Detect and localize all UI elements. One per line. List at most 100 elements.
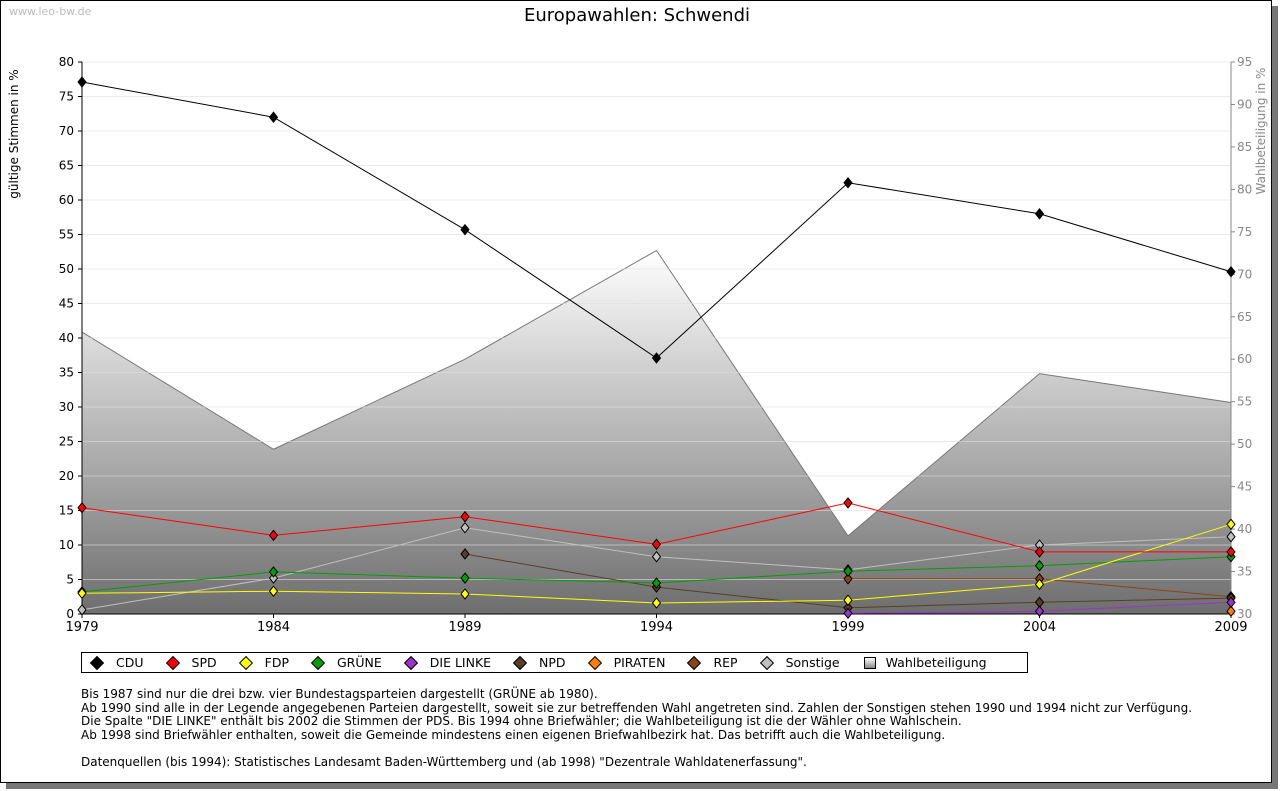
- legend-item: DIE LINKE: [403, 655, 492, 670]
- data-point: [77, 501, 87, 514]
- y-tick-label: 35: [59, 366, 74, 380]
- note-line: Die Spalte "DIE LINKE" enthält bis 2002 …: [81, 714, 962, 728]
- notes: Bis 1987 sind nur die drei bzw. vier Bun…: [81, 687, 1193, 769]
- legend-item: SPD: [165, 655, 217, 670]
- y2-tick-label: 55: [1237, 395, 1252, 409]
- legend-marker: [587, 655, 602, 670]
- y-tick-label: 45: [59, 297, 74, 311]
- y-tick-label: 60: [59, 193, 74, 207]
- data-point: [1034, 578, 1045, 591]
- legend-item: NPD: [512, 655, 566, 670]
- data-point: [1226, 530, 1236, 543]
- legend-label: SPD: [191, 655, 217, 670]
- data-point: [460, 223, 470, 236]
- legend-label: CDU: [116, 655, 144, 670]
- x-tick-label: 1989: [448, 620, 481, 635]
- x-tick-label: 1984: [257, 620, 290, 635]
- y-tick-label: 15: [59, 504, 74, 518]
- legend-label: Wahlbeteiligung: [885, 655, 987, 670]
- y2-tick-label: 75: [1237, 225, 1252, 239]
- legend-item: GRÜNE: [310, 655, 382, 670]
- legend-label: PIRATEN: [613, 655, 666, 670]
- data-point: [843, 573, 853, 585]
- data-point: [268, 585, 279, 598]
- y2-tick-label: 70: [1237, 267, 1252, 281]
- chart-title: Europawahlen: Schwendi: [523, 5, 751, 26]
- y2-tick-label: 40: [1237, 522, 1252, 536]
- data-point: [651, 352, 662, 364]
- data-point: [1226, 265, 1236, 278]
- note-line: Ab 1998 sind Briefwähler enthalten, sowe…: [81, 727, 946, 742]
- y-tick-label: 10: [59, 538, 74, 552]
- legend-label: FDP: [264, 655, 289, 670]
- data-point: [460, 588, 470, 600]
- x-tick-label: 1994: [640, 620, 673, 635]
- y2-tick-label: 95: [1237, 55, 1252, 69]
- legend-item: CDU: [89, 655, 144, 670]
- note-line: [81, 742, 1192, 756]
- legend-item: REP: [687, 655, 738, 670]
- legend-marker: [687, 655, 702, 670]
- data-point: [1226, 546, 1236, 558]
- wahlbeteiligung-area: [82, 250, 1231, 614]
- data-point: [268, 111, 279, 124]
- x-tick-label: 1999: [831, 620, 864, 635]
- y2-tick-label: 85: [1237, 140, 1252, 154]
- y2-tick-label: 45: [1237, 480, 1252, 494]
- y2-tick-label: 60: [1237, 352, 1252, 366]
- legend-item: PIRATEN: [587, 655, 666, 670]
- y2-axis-label: Wahlbeteiligung in %: [1254, 68, 1268, 195]
- y-tick-label: 25: [59, 435, 74, 449]
- legend-marker: [403, 655, 418, 670]
- y2-tick-label: 90: [1237, 97, 1252, 111]
- data-point: [843, 607, 853, 620]
- data-point: [77, 604, 87, 616]
- legend-label: DIE LINKE: [429, 655, 492, 670]
- legend-label: GRÜNE: [336, 655, 382, 670]
- legend-item: FDP: [238, 655, 289, 670]
- data-point: [1034, 546, 1045, 558]
- data-point: [843, 497, 853, 509]
- watermark: www.leo-bw.de: [9, 5, 92, 18]
- data-point: [1034, 559, 1045, 572]
- note-line: Bis 1987 sind nur die drei bzw. vier Bun…: [81, 687, 598, 701]
- data-point: [651, 577, 662, 589]
- y2-tick-label: 35: [1237, 565, 1252, 579]
- legend-item: Sonstige: [759, 655, 840, 670]
- data-point: [1226, 518, 1236, 531]
- data-point: [1226, 605, 1236, 618]
- chart-svg: 0 5 10 15 20 25 30 35 40 45 50 55 60 65 70 75 80 30 35 40 45…: [7, 55, 1268, 635]
- legend-item: Wahlbeteiligung: [863, 655, 987, 670]
- legend-label: Sonstige: [785, 655, 840, 670]
- y-tick-label: 5: [66, 573, 74, 587]
- legend-marker: [89, 655, 105, 670]
- data-point: [268, 566, 279, 578]
- data-point: [77, 587, 87, 600]
- y-tick-label: 50: [59, 262, 74, 276]
- data-point: [651, 538, 662, 551]
- y-tick-label: 65: [59, 159, 74, 173]
- y2-tick-label: 50: [1237, 437, 1252, 451]
- legend-marker: [310, 655, 326, 670]
- legend-label: REP: [713, 655, 738, 670]
- legend-marker: [165, 655, 180, 670]
- data-point: [1226, 596, 1236, 609]
- legend-marker: [863, 656, 876, 669]
- data-point: [460, 521, 470, 534]
- data-point: [651, 550, 662, 563]
- x-tick-label: 1979: [65, 620, 98, 635]
- data-point: [268, 529, 279, 542]
- data-point: [460, 572, 470, 584]
- wahlbeteiligung-line: [81, 249, 1232, 537]
- data-point: [843, 594, 853, 607]
- legend: CDU SPD FDP GRÜNE DIE LINKE NPD PIRATEN REP Sons…: [81, 652, 1028, 673]
- y2-tick-label: 80: [1237, 182, 1252, 196]
- y2-tick-label: 65: [1237, 310, 1252, 324]
- data-point: [1034, 605, 1045, 618]
- y-tick-label: 0: [66, 607, 74, 621]
- y-tick-label: 55: [59, 228, 74, 242]
- y-tick-label: 80: [59, 55, 74, 69]
- note-line: Ab 1990 sind alle in der Legende angegeb…: [81, 700, 1193, 715]
- y-tick-label: 40: [59, 331, 74, 345]
- y-axis-label: gültige Stimmen in %: [7, 69, 21, 198]
